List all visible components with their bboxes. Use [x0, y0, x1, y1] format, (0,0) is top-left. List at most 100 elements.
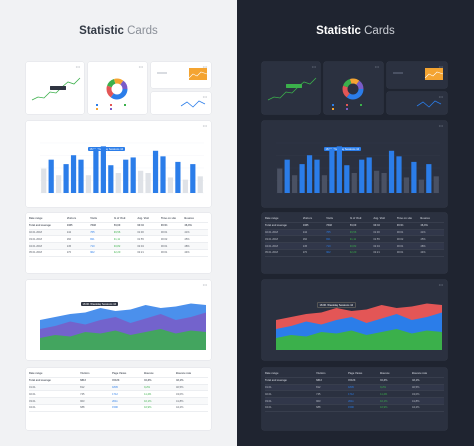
- table-cell: Total and average: [265, 224, 287, 228]
- table-cell: 170: [66, 251, 72, 255]
- table-cell: Date range: [29, 372, 43, 376]
- table-1: Date range Visitors Visits % of Visit Avg. V…: [265, 216, 444, 257]
- table-cell: 145: [66, 244, 72, 248]
- table-row: 03.01.2018 160 821 41,11 01:55 00:02 45%: [29, 236, 208, 244]
- table-cell: 1712: [112, 392, 118, 396]
- more-dots-icon[interactable]: •••: [438, 94, 443, 99]
- more-dots-icon[interactable]: •••: [311, 64, 316, 69]
- more-dots-icon[interactable]: •••: [438, 282, 443, 287]
- table-cell: 2011: [112, 399, 118, 403]
- table-cell: 00:02: [160, 237, 168, 241]
- more-dots-icon[interactable]: •••: [202, 123, 207, 128]
- more-dots-icon[interactable]: •••: [202, 282, 207, 287]
- bar: [396, 156, 402, 193]
- bar: [167, 177, 174, 193]
- more-dots-icon[interactable]: •••: [138, 64, 143, 69]
- table-cell: Total and average: [29, 224, 51, 228]
- table-cell: 04.01.: [29, 406, 37, 410]
- table-2-card: Date range Visitors Page Views Bounce Bounce…: [262, 368, 447, 430]
- table-cell: 9,2%: [380, 385, 386, 389]
- table-row: 03.01.2018 160 821 41,11 01:55 00:02 45%: [265, 236, 444, 244]
- age-groups-donut: [96, 78, 128, 110]
- table-cell: 50,00: [113, 224, 121, 228]
- time-on-site-small-card: •••: [387, 92, 447, 114]
- bar: [321, 175, 328, 193]
- table-row: Date range Visitors Visits % of Visit Avg. V…: [265, 216, 444, 223]
- time-on-site-line-chart: [267, 77, 317, 101]
- table-cell: 01.01.: [265, 385, 273, 389]
- bar: [130, 157, 136, 193]
- table-cell: 1590: [348, 406, 354, 410]
- bar: [403, 177, 410, 193]
- table-cell: Avg. Visit: [373, 217, 386, 221]
- sessions-bar-chart: [276, 142, 440, 194]
- live-traffic-card: ••• 18.06. Weekday Sessions 44: [26, 280, 211, 360]
- donut-slice: [106, 78, 128, 100]
- table-cell: 42,1%: [412, 379, 420, 383]
- table-cell: 160: [66, 237, 72, 241]
- age-groups-donut: [332, 78, 364, 110]
- more-dots-icon[interactable]: •••: [374, 64, 379, 69]
- table-cell: 01:55: [137, 237, 144, 241]
- table-cell: 1712: [348, 392, 354, 396]
- table-cell: 6812: [316, 379, 322, 383]
- table-cell: 01:30: [137, 230, 144, 234]
- table-cell: Time on site: [160, 217, 176, 221]
- bar: [160, 156, 166, 193]
- table-cell: Total and average: [265, 379, 287, 383]
- table-cell: Bounce: [184, 217, 194, 221]
- time-on-site-card: •••: [26, 62, 84, 114]
- table-row: 02.01. 745 1712 11,4% 43,0%: [29, 391, 208, 399]
- table-row: 02.01. 745 1712 11,4% 43,0%: [265, 391, 444, 399]
- table-2-card: Date range Visitors Page Views Bounce Bounce…: [26, 368, 211, 430]
- table-cell: 02:10: [137, 224, 144, 228]
- bar: [123, 159, 129, 193]
- table-cell: 46,3%: [420, 224, 428, 228]
- age-groups-card: •••: [88, 62, 147, 114]
- bar: [359, 159, 365, 193]
- table-row: 03.01. 903 2011 10,1% 41,8%: [265, 398, 444, 405]
- table-cell: 03.01.2018: [29, 237, 42, 241]
- table-cell: 43,0%: [176, 392, 184, 396]
- more-dots-icon[interactable]: •••: [438, 64, 443, 69]
- table-cell: Date range: [29, 217, 43, 221]
- table-cell: Visitors: [302, 217, 313, 221]
- table-cell: Date range: [265, 372, 279, 376]
- table-2: Date range Visitors Page Views Bounce Bounce…: [265, 371, 444, 412]
- bar: [190, 164, 196, 193]
- table-cell: 01:55: [373, 237, 380, 241]
- table-cell: 04.01.2018: [29, 244, 42, 248]
- table-cell: 41%: [420, 230, 426, 234]
- table-cell: 00:01: [396, 230, 404, 234]
- area-series: [276, 329, 442, 350]
- sessions-tooltip: 18.06. Weekday Sessions 44: [324, 147, 361, 152]
- more-dots-icon[interactable]: •••: [75, 64, 80, 69]
- live-traffic-area-chart: [276, 303, 442, 350]
- table-cell: 10,3%: [144, 379, 152, 383]
- bar: [314, 159, 320, 193]
- bar: [48, 159, 54, 193]
- page-title: Statistic Cards: [316, 25, 395, 37]
- table-cell: 2011: [348, 399, 354, 403]
- table-cell: 00:01: [396, 244, 404, 248]
- live-traffic-tooltip: 18.06. Weekday Sessions 44: [81, 302, 118, 307]
- bar: [138, 170, 144, 193]
- table-cell: 02.01.: [265, 392, 273, 396]
- table-cell: 50,00: [349, 224, 357, 228]
- table-row: 05.01.2018 170 902 42,20 02:21 00:01 44%: [29, 250, 208, 257]
- more-dots-icon[interactable]: •••: [202, 64, 207, 69]
- table-cell: 02:21: [373, 251, 380, 255]
- table-cell: 10,3%: [380, 379, 388, 383]
- more-dots-icon[interactable]: •••: [438, 123, 443, 128]
- more-dots-icon[interactable]: •••: [202, 94, 207, 99]
- bar: [41, 168, 47, 193]
- bar: [93, 148, 99, 193]
- table-cell: 821: [90, 237, 95, 241]
- table-cell: 43,0%: [412, 392, 420, 396]
- table-cell: 7292: [90, 224, 97, 228]
- table-cell: 00:01: [396, 224, 404, 228]
- table-1-card: Date range Visitors Visits % of Visit Avg. V…: [262, 213, 447, 273]
- table-cell: 00:01: [160, 230, 168, 234]
- bar: [292, 175, 298, 193]
- bar: [329, 148, 335, 193]
